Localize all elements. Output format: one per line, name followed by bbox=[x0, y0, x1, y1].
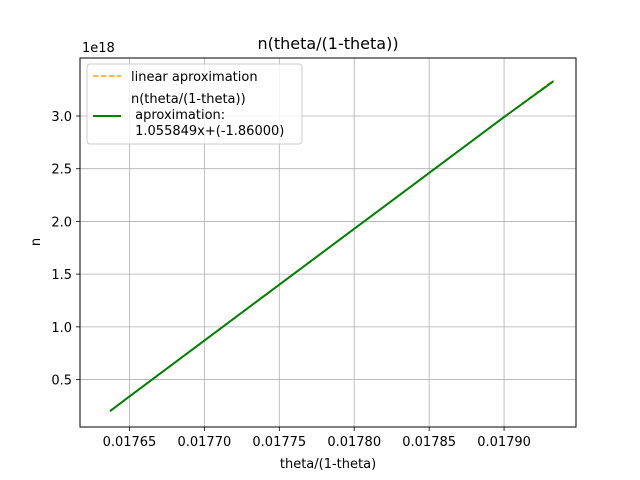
legend-label-line: n(theta/(1-theta)) bbox=[131, 92, 246, 107]
series-line-1 bbox=[109, 80, 555, 412]
legend: linear aproximation n(theta/(1-theta)) a… bbox=[86, 63, 303, 145]
y-axis-ticks: 0.5 1.0 1.5 2.0 2.5 3.0 bbox=[51, 110, 80, 389]
y-tick-label: 0.5 bbox=[51, 374, 72, 389]
series-layer bbox=[109, 79, 555, 412]
legend-box bbox=[86, 63, 303, 145]
legend-label-linear-aproximation: linear aproximation bbox=[131, 70, 258, 85]
legend-label-line: linear aproximation bbox=[131, 70, 258, 85]
x-axis-label: theta/(1-theta) bbox=[280, 457, 376, 472]
legend-label-line: 1.055849x+(-1.86000) bbox=[131, 124, 284, 139]
legend-label-n-aproximation: n(theta/(1-theta)) aproximation: 1.05584… bbox=[131, 92, 284, 139]
x-axis-ticks: 0.01765 0.01770 0.01775 0.01780 0.01785 0.017… bbox=[103, 427, 531, 450]
legend-label-line: aproximation: bbox=[131, 108, 225, 123]
x-tick-label: 0.01790 bbox=[477, 435, 531, 450]
x-tick-label: 0.01765 bbox=[103, 435, 157, 450]
y-tick-label: 1.0 bbox=[51, 321, 72, 336]
x-tick-label: 0.01785 bbox=[402, 435, 456, 450]
chart-title: n(theta/(1-theta)) bbox=[257, 34, 398, 53]
y-offset-label: 1e18 bbox=[82, 41, 115, 56]
y-tick-label: 2.5 bbox=[51, 163, 72, 178]
y-tick-label: 1.5 bbox=[51, 268, 72, 283]
plot-frame bbox=[79, 57, 577, 428]
x-tick-label: 0.01770 bbox=[177, 435, 231, 450]
x-tick-label: 0.01780 bbox=[327, 435, 381, 450]
y-axis-label: n bbox=[29, 238, 44, 246]
y-tick-label: 2.0 bbox=[51, 215, 72, 230]
x-tick-label: 0.01775 bbox=[252, 435, 306, 450]
y-tick-label: 3.0 bbox=[51, 110, 72, 125]
